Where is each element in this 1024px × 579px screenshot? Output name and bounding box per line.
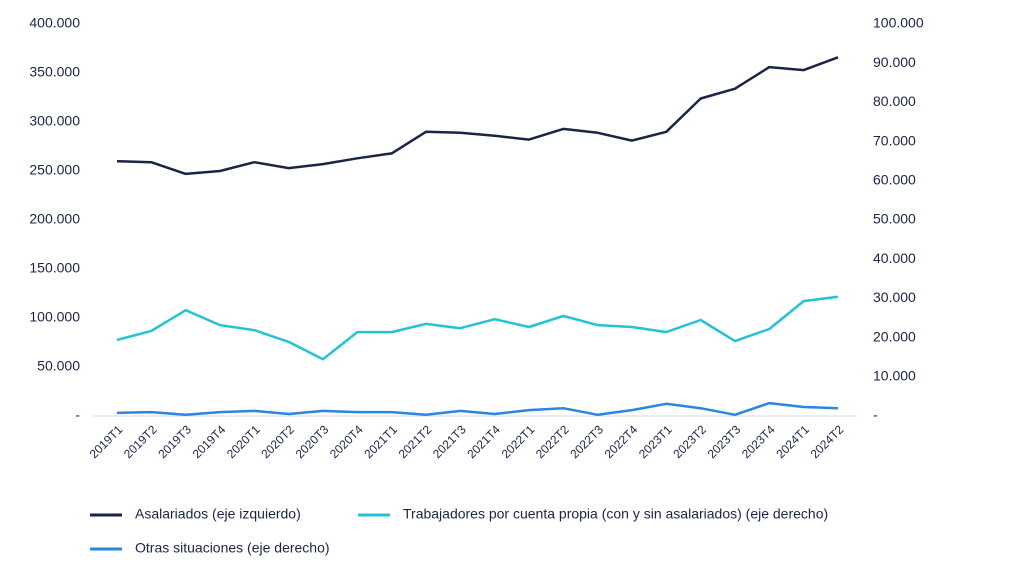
x-tick-label: 2019T4 [190,422,229,461]
x-tick-label: 2022T3 [567,422,606,461]
y-tick-label: 200.000 [29,211,80,227]
series-line [116,295,839,361]
x-tick-label: 2023T2 [670,422,709,461]
y-tick-label: 350.000 [29,64,80,80]
y2-tick-label: 70.000 [873,132,916,148]
series-line [116,401,839,417]
x-tick-label: 2019T1 [87,422,126,461]
y2-tick-label: 80.000 [873,93,916,109]
y-tick-label: 150.000 [29,260,80,276]
x-tick-label: 2022T1 [499,422,538,461]
x-tick-label: 2024T1 [773,422,812,461]
x-tick-label: 2021T1 [361,422,400,461]
x-tick-label: 2019T3 [155,422,194,461]
y-tick-label: 250.000 [29,162,80,178]
x-tick-label: 2019T2 [121,422,160,461]
x-tick-label: 2023T3 [705,422,744,461]
x-tick-label: 2023T4 [739,422,778,461]
x-tick-label: 2021T2 [396,422,435,461]
legend-label: Trabajadores por cuenta propia (con y si… [403,506,828,522]
y2-tick-label: 20.000 [873,328,916,344]
x-tick-label: 2022T2 [533,422,572,461]
y2-tick-label: 100.000 [873,15,924,31]
x-tick-label: 2020T3 [293,422,332,461]
y-tick-label: 50.000 [37,358,80,374]
y-tick-label: 300.000 [29,113,80,129]
legend-label: Otras situaciones (eje derecho) [135,540,330,556]
x-tick-label: 2022T4 [602,422,641,461]
y-tick-label: 100.000 [29,309,80,325]
y2-tick-label: 90.000 [873,54,916,70]
y-tick-label: 400.000 [29,15,80,31]
y2-tick-label: 40.000 [873,250,916,266]
legend-label: Asalariados (eje izquierdo) [135,506,301,522]
x-tick-label: 2023T1 [636,422,675,461]
x-tick-label: 2020T2 [258,422,297,461]
y2-tick-label: 30.000 [873,289,916,305]
y2-tick-label: 10.000 [873,368,916,384]
series-line [116,56,839,176]
x-tick-label: 2020T1 [224,422,263,461]
y-tick-label: - [75,407,80,423]
y2-tick-label: 60.000 [873,172,916,188]
y2-tick-label: - [873,407,878,423]
x-tick-label: 2020T4 [327,422,366,461]
x-tick-label: 2024T2 [808,422,847,461]
y2-tick-label: 50.000 [873,211,916,227]
x-tick-label: 2021T4 [464,422,503,461]
x-tick-label: 2021T3 [430,422,469,461]
